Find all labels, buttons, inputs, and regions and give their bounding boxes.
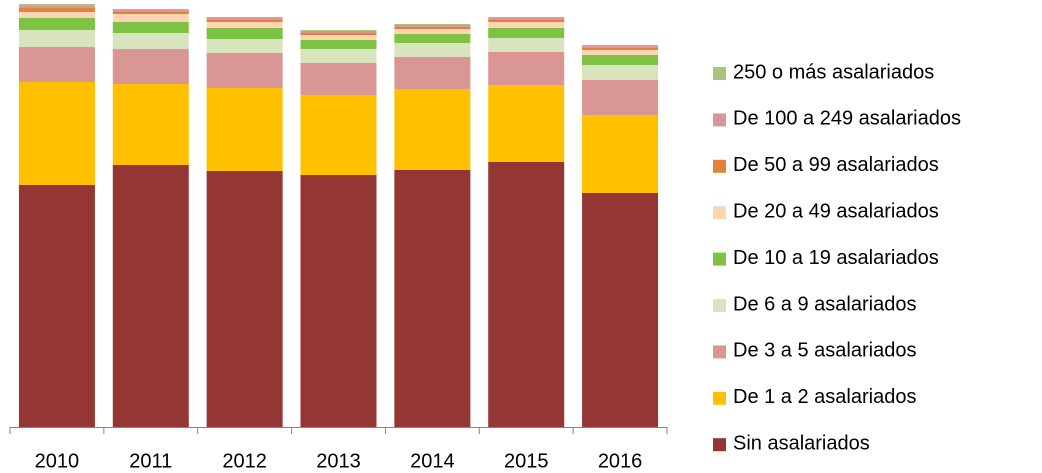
x-tick-label: 2013	[316, 450, 361, 472]
bar-segment	[18, 6, 95, 8]
bar-segment	[300, 175, 377, 427]
bar-segment	[206, 18, 283, 20]
bar-segment	[488, 22, 565, 28]
bar-segment	[112, 49, 189, 84]
bar-segment	[582, 50, 659, 55]
bar-segment	[582, 80, 659, 115]
legend-label: De 20 a 49 asalariados	[733, 200, 939, 222]
x-tick-label: 2015	[504, 450, 549, 472]
bar-segment	[582, 46, 659, 48]
x-tick-label: 2016	[598, 450, 643, 472]
bar-segment	[112, 12, 189, 14]
bar-segment	[206, 22, 283, 28]
bar-segment	[112, 9, 189, 10]
bar-segment	[112, 22, 189, 33]
bar-segment	[394, 29, 471, 34]
legend-label: De 6 a 9 asalariados	[733, 293, 916, 315]
legend-swatch	[713, 113, 726, 127]
bar-segment	[18, 30, 95, 47]
bar-segment	[300, 33, 377, 35]
legend-label: De 10 a 19 asalariados	[733, 247, 939, 269]
legend-label: De 1 a 2 asalariados	[733, 386, 916, 408]
bar-segment	[394, 43, 471, 57]
bar-segment	[394, 27, 471, 29]
bar-segment	[488, 28, 565, 38]
bar-segment	[18, 8, 95, 12]
bar-segment	[206, 88, 283, 171]
bar-segment	[18, 12, 95, 18]
legend-label: De 50 a 99 asalariados	[733, 154, 939, 176]
bar-segment	[206, 39, 283, 53]
bar-segment	[206, 28, 283, 39]
bar-segment	[18, 82, 95, 185]
bar-segment	[300, 31, 377, 33]
bar-segment	[112, 10, 189, 12]
bar-segment	[300, 95, 377, 175]
legend-label: 250 o más asalariados	[733, 61, 934, 83]
bar-segment	[394, 170, 471, 427]
bar-segment	[18, 47, 95, 82]
bar-segment	[300, 30, 377, 31]
bar-segment	[488, 17, 565, 18]
legend-label: Sin asalariados	[733, 432, 870, 454]
bar-segment	[300, 49, 377, 63]
x-tick-label: 2010	[35, 450, 80, 472]
bar-segment	[582, 48, 659, 50]
bar-segment	[488, 52, 565, 85]
bar-segment	[488, 38, 565, 52]
bar-segment	[582, 65, 659, 80]
x-tick-label: 2014	[410, 450, 455, 472]
legend-label: De 100 a 249 asalariados	[733, 108, 961, 130]
bar-segment	[488, 20, 565, 22]
legend-swatch	[713, 206, 726, 220]
bar-segment	[488, 18, 565, 20]
bar-segment	[112, 84, 189, 165]
bar-segment	[582, 55, 659, 65]
bar-segment	[394, 89, 471, 170]
bar-segment	[206, 171, 283, 427]
bar-segment	[206, 17, 283, 18]
bar-segment	[18, 18, 95, 30]
bar-segment	[394, 25, 471, 27]
bar-segment	[206, 53, 283, 88]
legend-swatch	[713, 345, 726, 359]
bar-segment	[394, 34, 471, 43]
legend-swatch	[713, 159, 726, 173]
x-tick-label: 2012	[222, 450, 267, 472]
bar-segment	[394, 24, 471, 25]
bar-segment	[300, 63, 377, 95]
legend-swatch	[713, 252, 726, 266]
bar-segment	[18, 4, 95, 6]
bar-segment	[18, 185, 95, 427]
bar-segment	[206, 20, 283, 22]
legend-swatch	[713, 67, 726, 80]
legend-swatch	[713, 299, 726, 312]
x-tick-label: 2011	[129, 450, 172, 472]
legend-label: De 3 a 5 asalariados	[733, 340, 916, 362]
bar-segment	[488, 162, 565, 427]
bar-segment	[300, 35, 377, 40]
bar-segment	[582, 115, 659, 193]
bar-segment	[582, 45, 659, 46]
bar-segment	[112, 33, 189, 49]
legend-swatch	[713, 391, 726, 405]
legend-swatch	[713, 438, 726, 452]
bar-segment	[488, 85, 565, 162]
bar-segment	[300, 40, 377, 49]
bar-segment	[112, 165, 189, 427]
bar-segment	[112, 14, 189, 22]
bar-segment	[394, 57, 471, 89]
bar-segment	[582, 193, 659, 427]
